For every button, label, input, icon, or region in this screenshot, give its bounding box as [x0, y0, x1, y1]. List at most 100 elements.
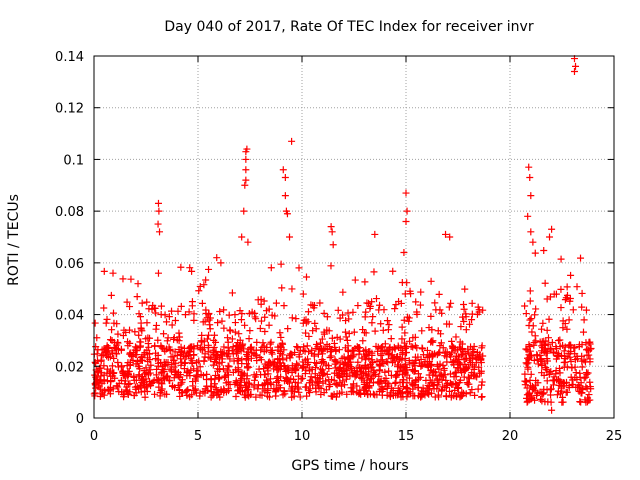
data-point: [557, 382, 565, 390]
data-point: [583, 398, 591, 406]
data-point: [370, 268, 378, 276]
data-point: [277, 333, 285, 341]
data-point: [231, 319, 239, 327]
data-point: [354, 358, 362, 366]
data-point: [466, 389, 474, 397]
data-point: [243, 360, 251, 368]
data-point: [122, 386, 130, 394]
data-point: [357, 390, 365, 398]
data-point: [224, 334, 232, 342]
data-point: [331, 357, 339, 365]
y-tick-label: 0.1: [63, 153, 84, 168]
data-point: [478, 381, 486, 389]
data-point: [318, 356, 326, 364]
data-point: [540, 348, 548, 356]
data-point: [521, 302, 529, 310]
data-point: [103, 315, 111, 323]
data-point: [312, 325, 320, 333]
data-point: [578, 363, 586, 371]
data-point: [146, 366, 154, 374]
data-point: [314, 343, 322, 351]
data-point: [380, 306, 388, 314]
data-point: [228, 335, 236, 343]
data-point: [538, 325, 546, 333]
data-point: [456, 376, 464, 384]
data-point: [381, 368, 389, 376]
data-point: [527, 192, 535, 200]
data-point: [371, 230, 379, 238]
data-point: [409, 381, 417, 389]
data-point: [229, 343, 237, 351]
data-point: [151, 390, 159, 398]
data-point: [293, 343, 301, 351]
data-point: [129, 356, 137, 364]
data-point: [327, 262, 335, 270]
data-point: [177, 355, 185, 363]
data-point: [466, 320, 474, 328]
data-point: [305, 332, 313, 340]
data-point: [323, 326, 331, 334]
data-point: [138, 299, 146, 307]
data-point: [207, 393, 215, 401]
data-point: [461, 285, 469, 293]
data-point: [462, 326, 470, 334]
data-point: [158, 369, 166, 377]
data-point: [543, 326, 551, 334]
data-point: [190, 310, 198, 318]
data-point: [309, 327, 317, 335]
data-point: [299, 374, 307, 382]
x-tick-label: 20: [502, 429, 519, 444]
data-point: [94, 368, 102, 376]
data-point: [318, 366, 326, 374]
data-point: [371, 327, 379, 335]
data-point: [205, 316, 213, 324]
data-point: [253, 338, 261, 346]
data-point: [126, 326, 134, 334]
data-point: [240, 391, 248, 399]
data-point: [135, 331, 143, 339]
data-point: [279, 356, 287, 364]
data-point: [267, 338, 275, 346]
data-point: [108, 326, 116, 334]
data-point: [341, 344, 349, 352]
data-point: [582, 383, 590, 391]
data-point: [314, 350, 322, 358]
data-point: [288, 314, 296, 322]
data-point: [563, 291, 571, 299]
data-point: [387, 355, 395, 363]
data-point: [429, 381, 437, 389]
data-point: [411, 353, 419, 361]
data-point: [336, 373, 344, 381]
data-point: [284, 325, 292, 333]
data-point: [414, 383, 422, 391]
data-point: [548, 406, 556, 414]
data-point: [181, 311, 189, 319]
data-point: [417, 355, 425, 363]
data-point: [207, 353, 215, 361]
data-point: [237, 371, 245, 379]
data-point: [570, 68, 578, 76]
data-point: [254, 381, 262, 389]
data-point: [526, 297, 534, 305]
data-point: [399, 383, 407, 391]
data-point: [447, 393, 455, 401]
data-point: [372, 295, 380, 303]
data-point: [362, 346, 370, 354]
data-point: [220, 306, 228, 314]
data-point: [533, 391, 541, 399]
data-point: [170, 363, 178, 371]
data-point: [294, 383, 302, 391]
data-point: [254, 385, 262, 393]
data-point: [147, 361, 155, 369]
data-point: [550, 349, 558, 357]
data-point: [205, 265, 213, 273]
data-point: [114, 330, 122, 338]
data-point: [199, 387, 207, 395]
data-point: [152, 309, 160, 317]
data-point: [92, 373, 100, 381]
data-point: [245, 335, 253, 343]
data-point: [438, 309, 446, 317]
data-point: [228, 347, 236, 355]
data-point: [343, 336, 351, 344]
data-point: [231, 311, 239, 319]
